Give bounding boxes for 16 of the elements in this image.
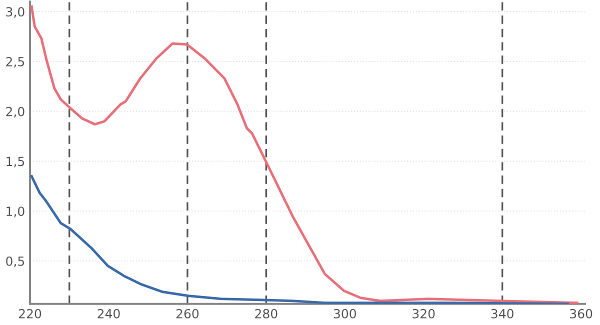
- y-tick-label: 2,0: [6, 106, 24, 118]
- x-tick-label: 220: [18, 308, 42, 318]
- x-tick-label: 320: [412, 308, 435, 318]
- y-tick-label: 3,0: [6, 7, 24, 18]
- x-tick-label: 260: [176, 308, 199, 318]
- y-tick-label: 1,0: [6, 206, 24, 218]
- line-series: [30, 174, 569, 304]
- x-tick-label: 240: [98, 308, 120, 318]
- x-tick-label: 280: [255, 308, 278, 318]
- x-tick-label: 360: [570, 308, 592, 318]
- y-tick-label: 2,5: [6, 56, 24, 68]
- y-tick-label: 1,5: [6, 156, 24, 168]
- y-tick-label: 0,5: [6, 256, 24, 268]
- x-tick-label: 340: [491, 308, 514, 318]
- x-tick-label: 300: [334, 308, 356, 318]
- line-series: [30, 5, 578, 304]
